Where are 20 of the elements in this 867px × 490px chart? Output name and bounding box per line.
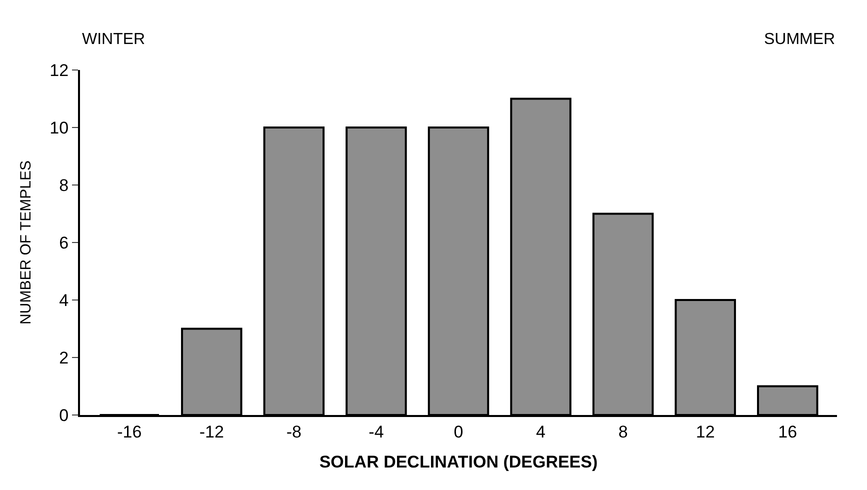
y-tick-label: 12 [50,60,69,80]
x-tick-label: 16 [778,422,798,442]
y-axis-title: NUMBER OF TEMPLES [17,160,34,324]
x-tick-label: -8 [286,422,302,442]
x-tick-label: 12 [696,422,715,442]
text: SUMMER [764,31,836,48]
y-tick-label: 4 [59,290,69,310]
y-tick-label: 8 [59,176,69,195]
x-tick-label: 8 [618,422,628,442]
x-axis-title: SOLAR DECLINATION (DEGREES) [319,452,598,472]
y-tick-label: 10 [50,118,69,138]
text: WINTER [82,31,146,48]
y-tick-label: 2 [59,348,69,368]
x-tick-label: 0 [454,422,464,442]
x-tick-label: 4 [536,422,546,442]
y-tick-label: 6 [59,233,69,252]
x-tick-label: -12 [199,422,224,442]
x-tick-label: -4 [368,422,384,442]
y-tick-label: 0 [59,406,69,425]
x-tick-label: -16 [117,422,142,442]
